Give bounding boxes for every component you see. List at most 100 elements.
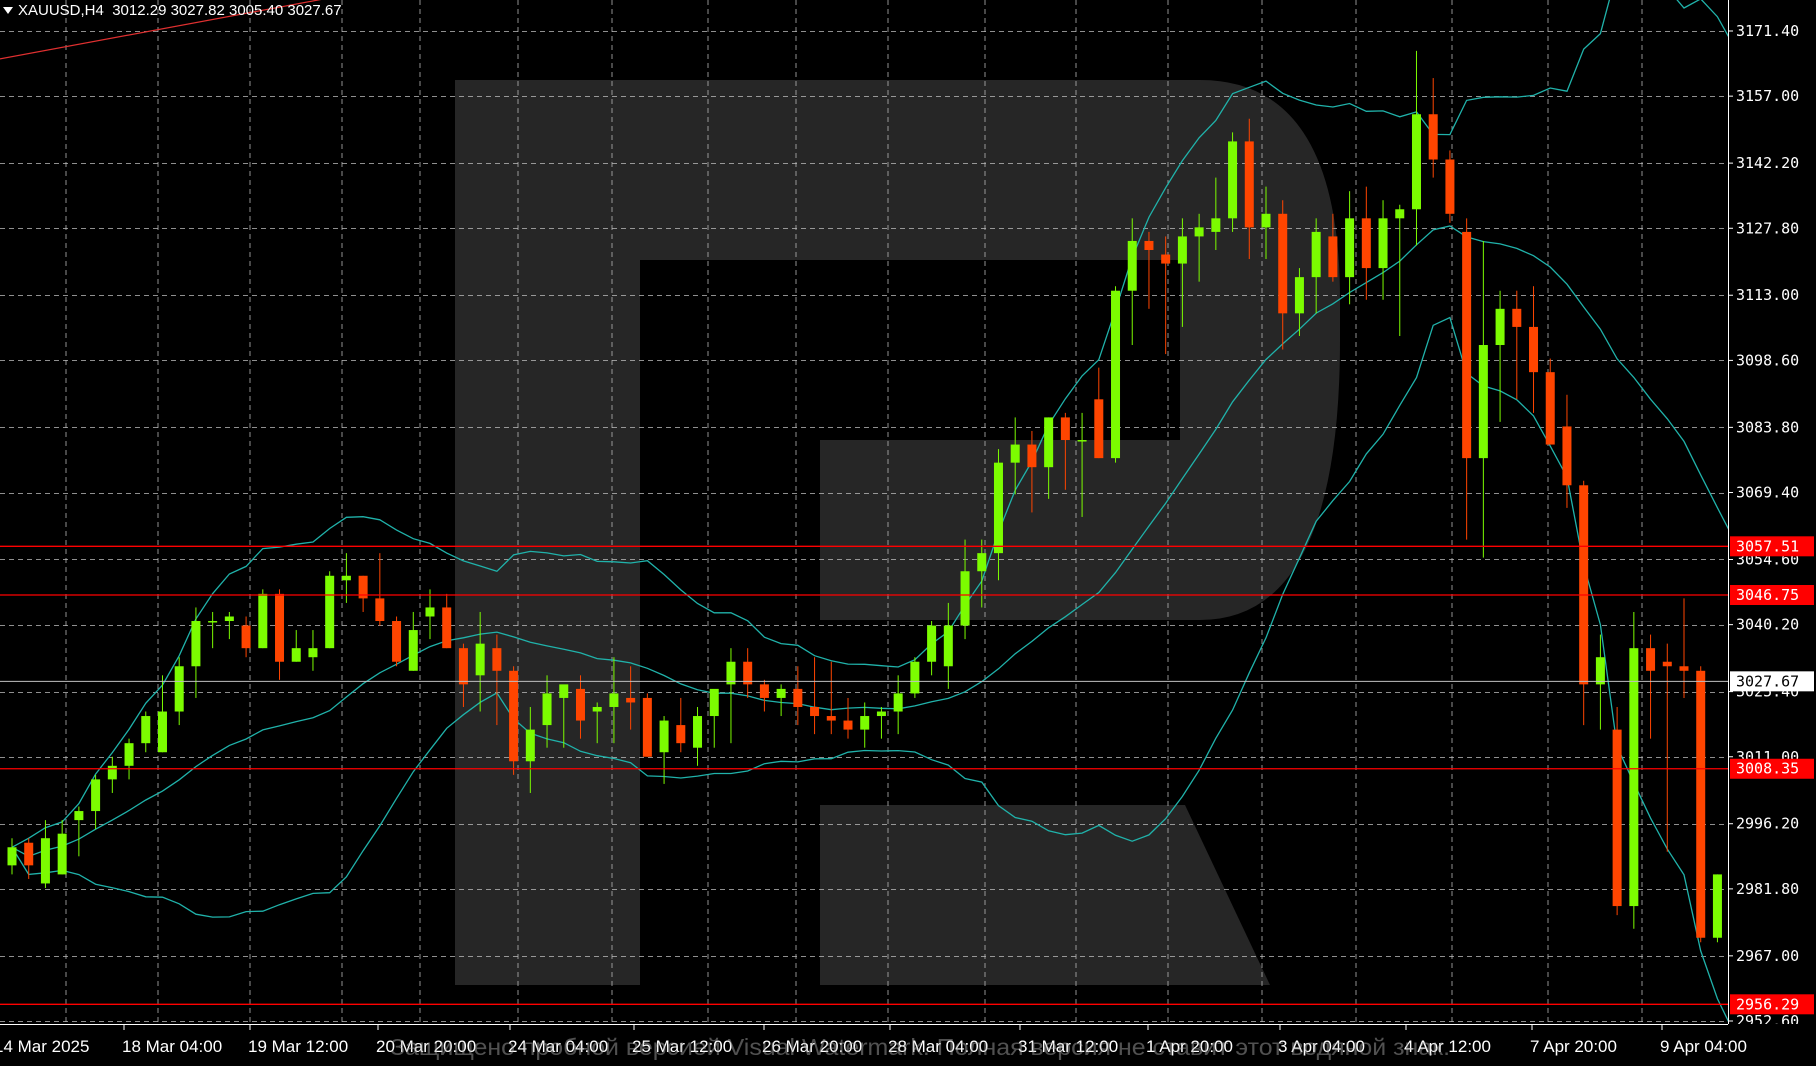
candle-body[interactable] [1060, 417, 1070, 441]
candle-body[interactable] [810, 706, 820, 717]
candle-body[interactable] [392, 621, 402, 662]
candle-body[interactable] [726, 661, 736, 685]
candle-body[interactable] [1027, 444, 1037, 468]
candle-body[interactable] [1161, 254, 1171, 264]
candle-body[interactable] [1345, 218, 1355, 278]
candle-body[interactable] [676, 725, 686, 744]
candle-body[interactable] [408, 630, 418, 671]
candle-body[interactable] [1462, 231, 1472, 459]
candle-body[interactable] [1278, 213, 1288, 314]
candle-body[interactable] [208, 621, 218, 623]
candle-body[interactable] [1562, 426, 1572, 486]
candle-body[interactable] [7, 847, 17, 866]
dropdown-triangle-icon[interactable] [3, 7, 13, 14]
candle-body[interactable] [1712, 874, 1722, 938]
candle-body[interactable] [642, 697, 652, 757]
candle-body[interactable] [1529, 326, 1539, 373]
candle-body[interactable] [425, 607, 435, 617]
candle-body[interactable] [224, 616, 234, 622]
candle-body[interactable] [860, 716, 870, 730]
candle-body[interactable] [1629, 648, 1639, 907]
candle-body[interactable] [458, 648, 468, 685]
candle-body[interactable] [826, 716, 836, 721]
candle-body[interactable] [1144, 240, 1154, 250]
trend-line[interactable] [0, 0, 1816, 69]
candle-body[interactable] [1228, 141, 1238, 219]
candle-body[interactable] [993, 462, 1003, 554]
candle-body[interactable] [157, 711, 167, 753]
candle-body[interactable] [141, 716, 151, 744]
candle-body[interactable] [174, 666, 184, 712]
candle-body[interactable] [1044, 417, 1054, 468]
candle-body[interactable] [927, 625, 937, 662]
candle-body[interactable] [91, 779, 101, 812]
candle-body[interactable] [40, 838, 50, 884]
candle-body[interactable] [1211, 218, 1221, 232]
candle-body[interactable] [1646, 648, 1656, 671]
candle-body[interactable] [743, 661, 753, 685]
candle-body[interactable] [759, 684, 769, 698]
candle-body[interactable] [1378, 218, 1388, 269]
candle-body[interactable] [509, 670, 519, 762]
candle-body[interactable] [1696, 670, 1706, 938]
candle-body[interactable] [492, 648, 502, 671]
candle-body[interactable] [74, 811, 84, 821]
candle-body[interactable] [1010, 444, 1020, 463]
candle-body[interactable] [659, 720, 669, 753]
candle-body[interactable] [258, 593, 268, 649]
candle-body[interactable] [960, 571, 970, 626]
candle-body[interactable] [1545, 372, 1555, 445]
candle-body[interactable] [1127, 240, 1137, 291]
candle-body[interactable] [358, 575, 368, 599]
candle-body[interactable] [1194, 227, 1204, 237]
candle-body[interactable] [291, 648, 301, 662]
candle-body[interactable] [191, 621, 201, 667]
candle-body[interactable] [1111, 290, 1121, 459]
candle-body[interactable] [1077, 440, 1087, 442]
candle-body[interactable] [1679, 666, 1689, 671]
candle-body[interactable] [592, 706, 602, 712]
candle-body[interactable] [977, 553, 987, 572]
candle-body[interactable] [1311, 231, 1321, 278]
candle-body[interactable] [693, 716, 703, 748]
candle-body[interactable] [525, 729, 535, 762]
candle-body[interactable] [1512, 308, 1522, 327]
candle-body[interactable] [575, 688, 585, 721]
candle-body[interactable] [475, 643, 485, 676]
candle-body[interactable] [442, 607, 452, 649]
candle-body[interactable] [1579, 485, 1589, 685]
candle-body[interactable] [57, 833, 67, 875]
candle-body[interactable] [1478, 345, 1488, 459]
candle-body[interactable] [1261, 213, 1271, 228]
candle-body[interactable] [107, 765, 117, 780]
candle-body[interactable] [1294, 277, 1304, 314]
candle-body[interactable] [1244, 141, 1254, 228]
candle-body[interactable] [943, 625, 953, 667]
candle-body[interactable] [24, 842, 34, 866]
candle-body[interactable] [793, 688, 803, 707]
candle-body[interactable] [626, 697, 636, 703]
candle-body[interactable] [910, 661, 920, 694]
candle-body[interactable] [275, 593, 285, 662]
candle-body[interactable] [1662, 661, 1672, 667]
candle-body[interactable] [776, 688, 786, 698]
candle-body[interactable] [876, 711, 886, 717]
candle-body[interactable] [1495, 308, 1505, 346]
candle-body[interactable] [843, 720, 853, 730]
candle-body[interactable] [1361, 218, 1371, 269]
candle-body[interactable] [1445, 159, 1455, 214]
candle-body[interactable] [709, 688, 719, 717]
candle-body[interactable] [609, 693, 619, 707]
candle-body[interactable] [1094, 399, 1104, 459]
candle-body[interactable] [375, 598, 385, 622]
candle-body[interactable] [1177, 236, 1187, 264]
candle-body[interactable] [1328, 236, 1338, 278]
candle-body[interactable] [1428, 114, 1438, 160]
candle-body[interactable] [341, 575, 351, 581]
candle-body[interactable] [893, 693, 903, 712]
candle-body[interactable] [1395, 209, 1405, 219]
candle-body[interactable] [1612, 729, 1622, 907]
candle-body[interactable] [1595, 657, 1605, 685]
